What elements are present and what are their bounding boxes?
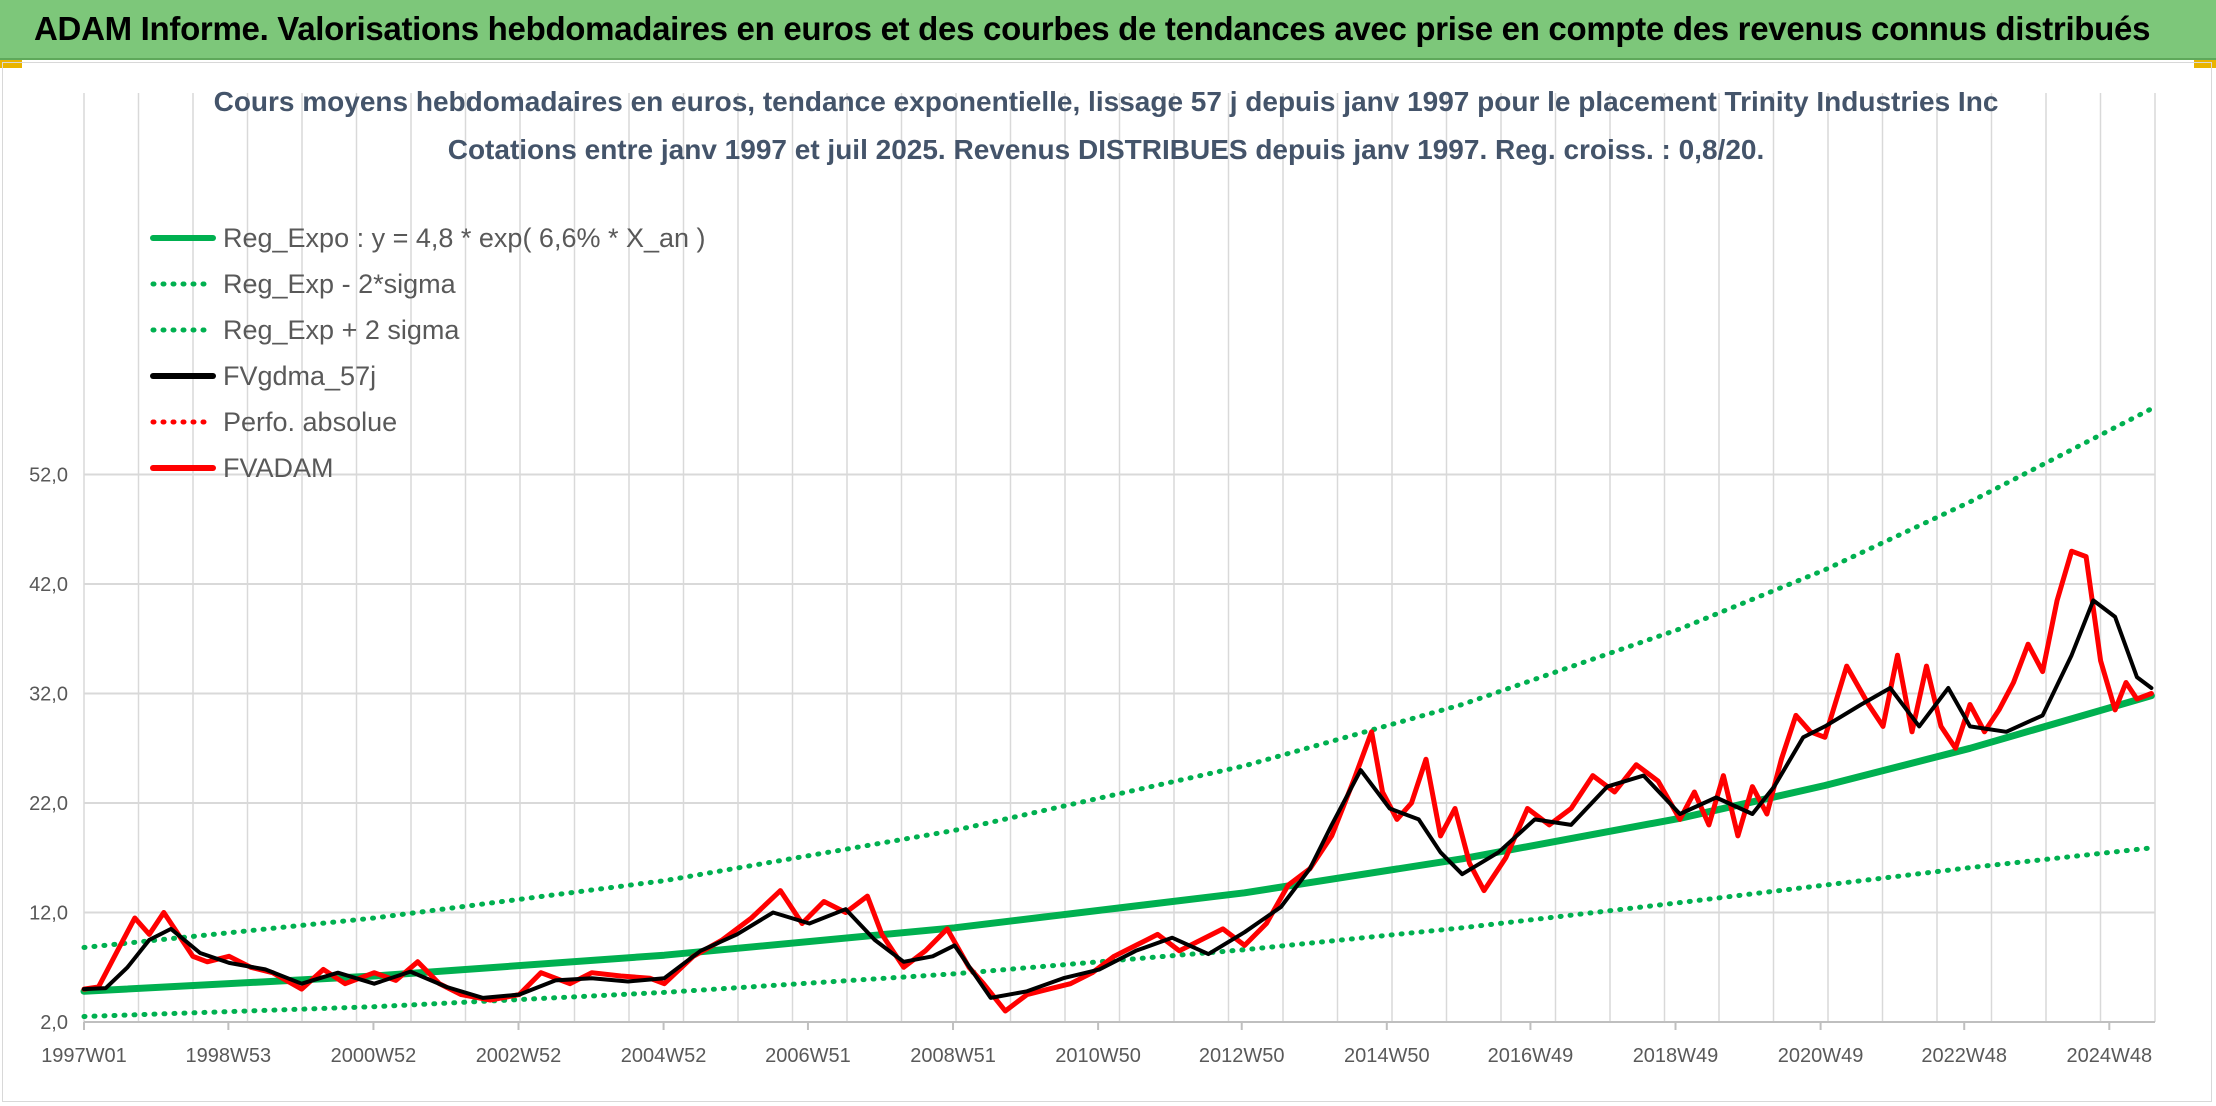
y-tick-label: 12,0 [29, 903, 68, 925]
legend-label: Reg_Exp + 2 sigma [223, 315, 460, 345]
chart-title-line1: Cours moyens hebdomadaires en euros, ten… [214, 86, 1999, 117]
axes: 2,0 12,0 22,0 32,0 42,0 52,0 1997W01 1998W53 200… [29, 465, 2155, 1067]
x-tick-label: 2004W52 [621, 1045, 707, 1067]
chart-frame: 2,0 12,0 22,0 32,0 42,0 52,0 1997W01 1998W53 200… [2, 62, 2212, 1102]
y-tick-label: 42,0 [29, 574, 68, 596]
y-tick-label: 2,0 [40, 1012, 68, 1034]
y-tick-label: 52,0 [29, 465, 68, 487]
chart: 2,0 12,0 22,0 32,0 42,0 52,0 1997W01 1998W53 200… [29, 86, 2156, 1067]
series-layer [80, 406, 2155, 1019]
x-tick-label: 1997W01 [41, 1045, 127, 1067]
legend-label: FVADAM [223, 453, 334, 483]
header-banner: ADAM Informe. Valorisations hebdomadaire… [0, 0, 2216, 60]
chart-title-line2: Cotations entre janv 1997 et juil 2025. … [448, 134, 1765, 165]
legend-label: Perfo. absolue [223, 407, 397, 437]
series-line-3 [82, 598, 2154, 1000]
legend-label: FVgdma_57j [223, 361, 376, 391]
y-tick-label: 22,0 [29, 793, 68, 815]
grid [83, 93, 2156, 1023]
x-tick-label: 2006W51 [765, 1045, 851, 1067]
x-tick-label: 2018W49 [1633, 1045, 1719, 1067]
x-tick-label: 2010W50 [1055, 1045, 1141, 1067]
x-tick-label: 1998W53 [186, 1045, 272, 1067]
corner-marker [0, 60, 22, 68]
legend-label: Reg_Expo : y = 4,8 * exp( 6,6% * X_an ) [223, 223, 706, 253]
x-tick-label: 2000W52 [331, 1045, 417, 1067]
series-line-1 [81, 845, 2154, 1019]
series-line-2 [81, 406, 2154, 950]
x-tick-label: 2002W52 [476, 1045, 562, 1067]
x-tick-label: 2020W49 [1778, 1045, 1864, 1067]
x-tick-label: 2008W51 [910, 1045, 996, 1067]
x-tick-label: 2022W48 [1921, 1045, 2007, 1067]
x-tick-label: 2014W50 [1344, 1045, 1430, 1067]
legend-label: Reg_Exp - 2*sigma [223, 269, 457, 299]
corner-marker [2194, 60, 2216, 68]
legend: Reg_Expo : y = 4,8 * exp( 6,6% * X_an ) R… [150, 223, 706, 483]
y-tick-label: 32,0 [29, 684, 68, 706]
x-tick-label: 2012W50 [1199, 1045, 1285, 1067]
page-title: ADAM Informe. Valorisations hebdomadaire… [34, 10, 2151, 47]
x-tick-label: 2024W48 [2066, 1045, 2152, 1067]
x-tick-label: 2016W49 [1488, 1045, 1574, 1067]
series-line-0 [80, 692, 2155, 995]
